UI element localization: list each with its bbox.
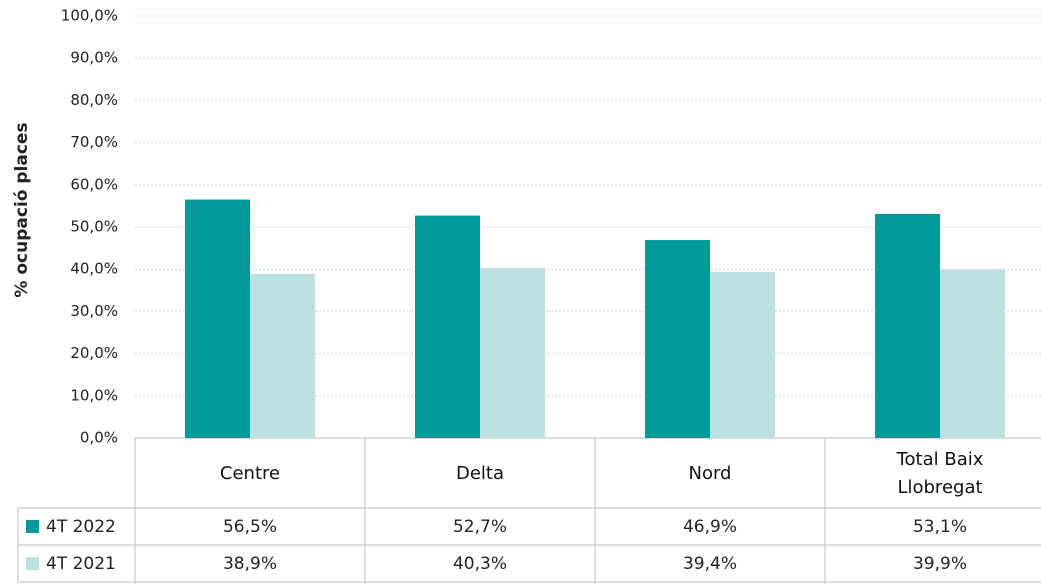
bar <box>415 215 480 438</box>
y-tick-label: 100,0% <box>61 7 118 25</box>
bar <box>185 199 250 438</box>
legend-label: 4T 2022 <box>46 517 116 537</box>
y-tick-label: 90,0% <box>70 49 118 67</box>
y-tick-label: 0,0% <box>80 429 118 447</box>
bar <box>645 240 710 438</box>
y-tick-label: 10,0% <box>70 386 118 404</box>
legend-swatch <box>26 520 39 533</box>
y-tick-label: 80,0% <box>70 91 118 109</box>
table-value: 46,9% <box>683 517 737 537</box>
table-value: 39,4% <box>683 554 737 574</box>
y-tick-label: 40,0% <box>70 260 118 278</box>
bar <box>875 213 940 438</box>
y-tick-label: 60,0% <box>70 175 118 193</box>
legend-swatch <box>26 557 39 570</box>
bar <box>940 269 1005 438</box>
bar <box>480 267 545 438</box>
table-value: 39,9% <box>913 554 967 574</box>
category-label: Delta <box>455 463 505 484</box>
legend-label: 4T 2021 <box>46 554 116 574</box>
y-tick-label: 70,0% <box>70 133 118 151</box>
bar <box>710 271 775 438</box>
table-value: 52,7% <box>453 517 507 537</box>
y-tick-label: 20,0% <box>70 344 118 362</box>
table-value: 56,5% <box>223 517 277 537</box>
table-value: 53,1% <box>913 517 967 537</box>
bar <box>250 273 315 438</box>
y-axis-title: % ocupació places <box>12 122 32 297</box>
y-tick-label: 30,0% <box>70 302 118 320</box>
category-label: Total Baix Llobregat <box>896 449 984 498</box>
category-label: Centre <box>219 463 281 484</box>
category-label: Nord <box>688 463 732 484</box>
table-value: 40,3% <box>453 554 507 574</box>
table-value: 38,9% <box>223 554 277 574</box>
y-tick-label: 50,0% <box>70 218 118 236</box>
